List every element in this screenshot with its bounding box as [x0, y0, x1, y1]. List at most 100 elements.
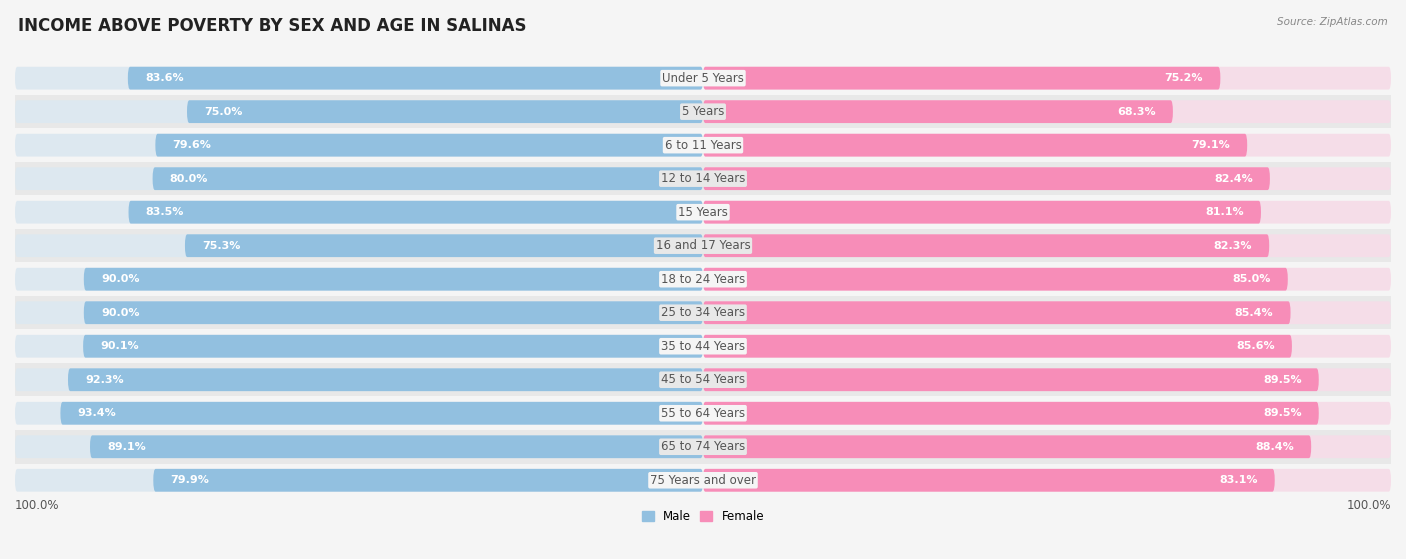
FancyBboxPatch shape — [15, 167, 703, 190]
FancyBboxPatch shape — [703, 435, 1312, 458]
Text: 65 to 74 Years: 65 to 74 Years — [661, 440, 745, 453]
FancyBboxPatch shape — [703, 134, 1247, 157]
Bar — [15, 129, 1391, 162]
Text: 81.1%: 81.1% — [1205, 207, 1244, 217]
FancyBboxPatch shape — [15, 368, 703, 391]
Bar — [15, 329, 1391, 363]
FancyBboxPatch shape — [15, 67, 703, 89]
Text: 5 Years: 5 Years — [682, 105, 724, 118]
Text: 89.1%: 89.1% — [107, 442, 146, 452]
FancyBboxPatch shape — [128, 67, 703, 89]
Bar — [15, 229, 1391, 263]
Bar — [15, 196, 1391, 229]
FancyBboxPatch shape — [15, 301, 703, 324]
Text: 89.5%: 89.5% — [1263, 375, 1302, 385]
FancyBboxPatch shape — [703, 167, 1391, 190]
FancyBboxPatch shape — [186, 234, 703, 257]
Bar — [15, 296, 1391, 329]
FancyBboxPatch shape — [15, 402, 703, 425]
FancyBboxPatch shape — [703, 435, 1391, 458]
Bar — [15, 430, 1391, 463]
Legend: Male, Female: Male, Female — [637, 505, 769, 528]
Text: 68.3%: 68.3% — [1118, 107, 1156, 117]
Text: 75 Years and over: 75 Years and over — [650, 474, 756, 487]
FancyBboxPatch shape — [60, 402, 703, 425]
Text: 18 to 24 Years: 18 to 24 Years — [661, 273, 745, 286]
Bar — [15, 61, 1391, 95]
FancyBboxPatch shape — [703, 402, 1391, 425]
Text: 90.0%: 90.0% — [101, 307, 139, 318]
FancyBboxPatch shape — [153, 167, 703, 190]
FancyBboxPatch shape — [703, 234, 1391, 257]
Text: 16 and 17 Years: 16 and 17 Years — [655, 239, 751, 252]
FancyBboxPatch shape — [703, 134, 1391, 157]
FancyBboxPatch shape — [83, 335, 703, 358]
Text: 85.6%: 85.6% — [1236, 341, 1275, 351]
Text: 90.1%: 90.1% — [100, 341, 139, 351]
FancyBboxPatch shape — [187, 100, 703, 123]
Text: 35 to 44 Years: 35 to 44 Years — [661, 340, 745, 353]
FancyBboxPatch shape — [15, 435, 703, 458]
FancyBboxPatch shape — [15, 100, 703, 123]
Bar — [15, 363, 1391, 396]
Text: 100.0%: 100.0% — [15, 499, 59, 511]
Text: 80.0%: 80.0% — [170, 174, 208, 184]
Bar — [15, 162, 1391, 196]
Text: 75.3%: 75.3% — [202, 241, 240, 250]
FancyBboxPatch shape — [84, 268, 703, 291]
Text: 85.4%: 85.4% — [1234, 307, 1274, 318]
FancyBboxPatch shape — [703, 201, 1391, 224]
FancyBboxPatch shape — [703, 469, 1275, 492]
FancyBboxPatch shape — [155, 134, 703, 157]
Text: 75.0%: 75.0% — [204, 107, 243, 117]
Text: INCOME ABOVE POVERTY BY SEX AND AGE IN SALINAS: INCOME ABOVE POVERTY BY SEX AND AGE IN S… — [18, 17, 527, 35]
FancyBboxPatch shape — [128, 201, 703, 224]
FancyBboxPatch shape — [703, 67, 1220, 89]
FancyBboxPatch shape — [703, 335, 1391, 358]
Text: 55 to 64 Years: 55 to 64 Years — [661, 407, 745, 420]
FancyBboxPatch shape — [90, 435, 703, 458]
Text: Source: ZipAtlas.com: Source: ZipAtlas.com — [1277, 17, 1388, 27]
Text: 100.0%: 100.0% — [1347, 499, 1391, 511]
Text: 93.4%: 93.4% — [77, 408, 117, 418]
Bar — [15, 463, 1391, 497]
FancyBboxPatch shape — [703, 368, 1319, 391]
Text: 25 to 34 Years: 25 to 34 Years — [661, 306, 745, 319]
Text: 83.5%: 83.5% — [146, 207, 184, 217]
FancyBboxPatch shape — [703, 301, 1391, 324]
Bar — [15, 95, 1391, 129]
Text: 88.4%: 88.4% — [1256, 442, 1294, 452]
FancyBboxPatch shape — [67, 368, 703, 391]
Text: 79.1%: 79.1% — [1191, 140, 1230, 150]
Text: 89.5%: 89.5% — [1263, 408, 1302, 418]
Text: 82.3%: 82.3% — [1213, 241, 1251, 250]
Bar — [15, 263, 1391, 296]
Text: 79.9%: 79.9% — [170, 475, 209, 485]
FancyBboxPatch shape — [15, 134, 703, 157]
FancyBboxPatch shape — [703, 402, 1319, 425]
FancyBboxPatch shape — [703, 301, 1291, 324]
Text: 15 Years: 15 Years — [678, 206, 728, 219]
FancyBboxPatch shape — [153, 469, 703, 492]
FancyBboxPatch shape — [703, 268, 1288, 291]
Bar — [15, 396, 1391, 430]
Text: 79.6%: 79.6% — [173, 140, 211, 150]
Text: 75.2%: 75.2% — [1164, 73, 1204, 83]
FancyBboxPatch shape — [703, 167, 1270, 190]
FancyBboxPatch shape — [15, 234, 703, 257]
FancyBboxPatch shape — [703, 100, 1173, 123]
FancyBboxPatch shape — [15, 268, 703, 291]
FancyBboxPatch shape — [703, 469, 1391, 492]
FancyBboxPatch shape — [703, 368, 1391, 391]
Text: Under 5 Years: Under 5 Years — [662, 72, 744, 84]
FancyBboxPatch shape — [703, 335, 1292, 358]
Text: 83.1%: 83.1% — [1219, 475, 1257, 485]
FancyBboxPatch shape — [703, 100, 1391, 123]
FancyBboxPatch shape — [15, 201, 703, 224]
FancyBboxPatch shape — [84, 301, 703, 324]
FancyBboxPatch shape — [15, 469, 703, 492]
Text: 85.0%: 85.0% — [1232, 274, 1271, 284]
Text: 45 to 54 Years: 45 to 54 Years — [661, 373, 745, 386]
FancyBboxPatch shape — [703, 268, 1391, 291]
FancyBboxPatch shape — [703, 234, 1270, 257]
